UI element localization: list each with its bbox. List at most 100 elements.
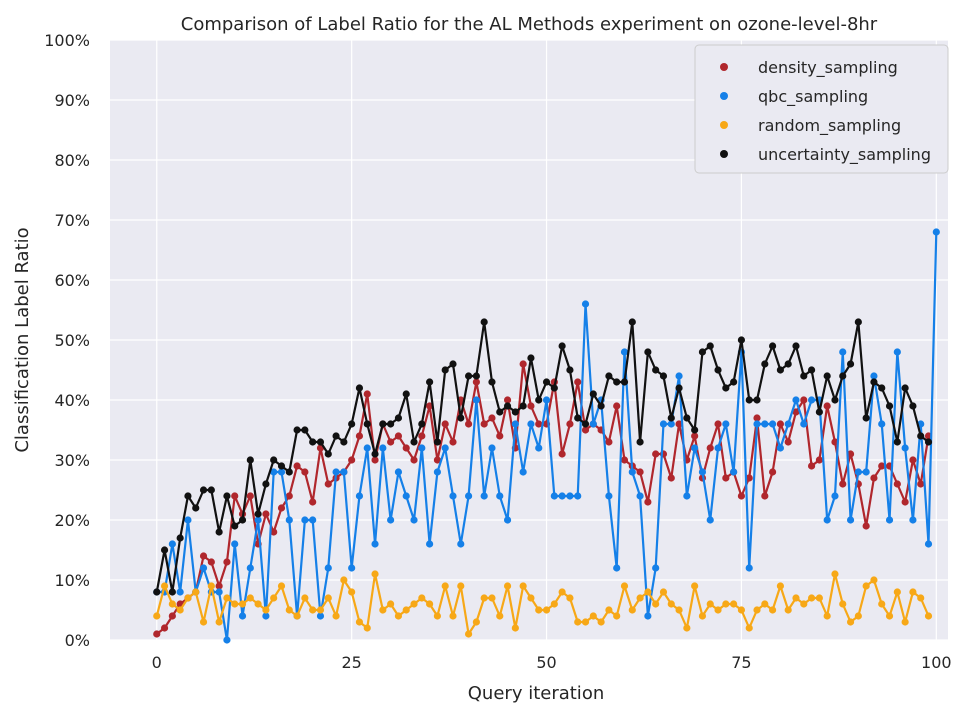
data-point-qbc-sampling xyxy=(628,468,636,476)
data-point-random-sampling xyxy=(652,600,660,608)
data-point-uncertainty-sampling xyxy=(870,378,878,386)
y-tick-label: 50% xyxy=(54,331,90,350)
data-point-qbc-sampling xyxy=(511,420,519,428)
data-point-density-sampling xyxy=(714,420,722,428)
data-point-qbc-sampling xyxy=(862,468,870,476)
y-tick-label: 100% xyxy=(44,31,90,50)
data-point-uncertainty-sampling xyxy=(176,534,184,542)
data-point-uncertainty-sampling xyxy=(527,354,535,362)
data-point-uncertainty-sampling xyxy=(815,408,823,416)
data-point-qbc-sampling xyxy=(792,396,800,404)
data-point-random-sampling xyxy=(387,600,395,608)
data-point-uncertainty-sampling xyxy=(160,546,169,554)
data-point-random-sampling xyxy=(293,612,301,620)
data-point-density-sampling xyxy=(691,432,699,440)
data-point-random-sampling xyxy=(753,606,761,614)
data-point-uncertainty-sampling xyxy=(402,390,410,398)
data-point-qbc-sampling xyxy=(184,516,192,524)
data-point-random-sampling xyxy=(449,612,457,620)
data-point-uncertainty-sampling xyxy=(893,438,901,446)
data-point-uncertainty-sampling xyxy=(722,384,730,392)
data-point-uncertainty-sampling xyxy=(753,396,761,404)
data-point-random-sampling xyxy=(464,630,473,638)
data-point-uncertainty-sampling xyxy=(862,414,870,422)
data-point-uncertainty-sampling xyxy=(901,384,909,392)
y-tick-label: 40% xyxy=(54,391,90,410)
data-point-uncertainty-sampling xyxy=(394,414,403,422)
data-point-qbc-sampling xyxy=(223,636,231,644)
y-tick-label: 0% xyxy=(65,631,90,650)
data-point-qbc-sampling xyxy=(901,444,909,452)
data-point-density-sampling xyxy=(574,378,582,386)
data-point-random-sampling xyxy=(800,600,808,608)
data-point-random-sampling xyxy=(270,594,278,602)
data-point-density-sampling xyxy=(223,558,231,566)
data-point-random-sampling xyxy=(160,582,169,590)
data-point-qbc-sampling xyxy=(698,468,707,476)
legend: density_sampling qbc_sampling random_sam… xyxy=(694,44,949,174)
data-point-density-sampling xyxy=(815,456,823,464)
data-point-density-sampling xyxy=(784,438,792,446)
data-point-uncertainty-sampling xyxy=(659,372,668,380)
data-point-uncertainty-sampling xyxy=(784,360,792,368)
data-point-random-sampling xyxy=(675,606,683,614)
data-point-qbc-sampling xyxy=(652,564,660,572)
data-point-qbc-sampling xyxy=(730,468,738,476)
data-point-uncertainty-sampling xyxy=(270,456,278,464)
data-point-density-sampling xyxy=(270,528,278,536)
data-point-random-sampling xyxy=(254,600,262,608)
data-point-random-sampling xyxy=(488,594,496,602)
data-point-density-sampling xyxy=(496,432,504,440)
series-density-sampling xyxy=(153,360,933,638)
data-point-density-sampling xyxy=(387,438,395,446)
data-point-density-sampling xyxy=(348,456,356,464)
data-point-random-sampling xyxy=(348,588,356,596)
data-point-density-sampling xyxy=(823,402,831,410)
data-point-density-sampling xyxy=(464,420,473,428)
data-point-random-sampling xyxy=(761,600,769,608)
data-point-qbc-sampling xyxy=(761,420,769,428)
data-point-uncertainty-sampling xyxy=(316,438,325,446)
y-tick-label: 60% xyxy=(54,271,90,290)
legend-marker-qbc xyxy=(720,92,728,100)
data-point-uncertainty-sampling xyxy=(254,510,262,518)
data-point-qbc-sampling xyxy=(691,444,699,452)
data-point-density-sampling xyxy=(862,522,870,530)
data-point-uncertainty-sampling xyxy=(924,438,933,446)
data-point-density-sampling xyxy=(153,630,161,638)
data-point-uncertainty-sampling xyxy=(909,402,917,410)
data-point-qbc-sampling xyxy=(371,540,379,548)
data-point-random-sampling xyxy=(472,618,480,626)
data-point-random-sampling xyxy=(613,612,621,620)
data-point-qbc-sampling xyxy=(215,588,223,596)
data-point-density-sampling xyxy=(519,360,527,368)
data-point-random-sampling xyxy=(807,594,816,602)
legend-marker-uncertainty xyxy=(720,150,728,158)
data-point-qbc-sampling xyxy=(613,564,621,572)
data-point-uncertainty-sampling xyxy=(745,396,753,404)
data-point-density-sampling xyxy=(324,480,332,488)
data-point-random-sampling xyxy=(737,606,746,614)
data-point-random-sampling xyxy=(503,582,512,590)
legend-marker-density xyxy=(720,63,728,71)
data-point-qbc-sampling xyxy=(667,420,675,428)
data-point-random-sampling xyxy=(535,606,543,614)
data-point-uncertainty-sampling xyxy=(332,432,340,440)
data-point-random-sampling xyxy=(457,582,465,590)
y-tick-label: 10% xyxy=(54,571,90,590)
data-point-uncertainty-sampling xyxy=(488,378,496,386)
data-point-random-sampling xyxy=(893,588,901,596)
data-point-uncertainty-sampling xyxy=(301,426,309,434)
series-uncertainty-sampling xyxy=(153,318,933,596)
data-point-qbc-sampling xyxy=(581,300,590,308)
data-point-random-sampling xyxy=(371,570,379,578)
data-point-qbc-sampling xyxy=(402,492,410,500)
data-point-density-sampling xyxy=(620,456,629,464)
data-point-random-sampling xyxy=(285,606,293,614)
data-point-random-sampling xyxy=(683,624,691,632)
data-point-random-sampling xyxy=(792,594,800,602)
data-point-random-sampling xyxy=(324,594,332,602)
data-point-uncertainty-sampling xyxy=(558,342,566,350)
data-point-uncertainty-sampling xyxy=(449,360,457,368)
data-point-random-sampling xyxy=(332,612,340,620)
